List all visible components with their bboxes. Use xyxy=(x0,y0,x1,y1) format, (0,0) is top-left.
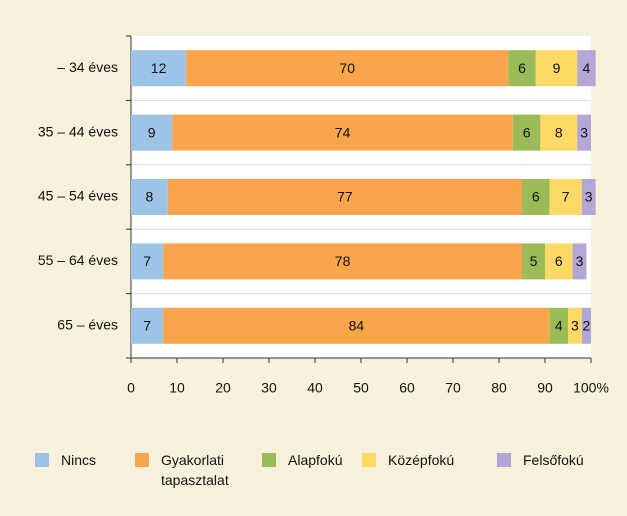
x-tick-label: 30 xyxy=(261,380,277,396)
bar-segment xyxy=(522,243,545,280)
y-tick-label: 45 – 54 éves xyxy=(38,188,118,204)
x-tick-label: 70 xyxy=(445,380,461,396)
bar-segment xyxy=(581,179,596,215)
data-label: 9 xyxy=(553,60,561,76)
bar-segment xyxy=(131,50,187,87)
legend-item: Nincs xyxy=(35,450,141,470)
data-label: 3 xyxy=(576,253,584,269)
y-tick-label: – 34 éves xyxy=(57,59,118,75)
legend-swatch xyxy=(262,453,276,467)
x-tick-label: 20 xyxy=(215,380,231,396)
x-tick-label: 100% xyxy=(573,380,609,396)
bar-segment xyxy=(167,179,523,215)
legend-swatch xyxy=(497,453,511,467)
data-label: 6 xyxy=(523,124,531,140)
x-tick-label: 0 xyxy=(127,380,135,396)
data-label: 8 xyxy=(555,124,563,140)
data-label: 77 xyxy=(337,189,353,205)
bar-segment xyxy=(508,50,536,87)
legend-item: Középfokú xyxy=(362,450,488,470)
x-tick-label: 10 xyxy=(169,380,185,396)
legend-label: Alapfokú xyxy=(288,452,343,468)
data-label: 70 xyxy=(339,60,355,76)
bar-segment xyxy=(522,179,550,215)
data-label: 74 xyxy=(335,124,351,140)
data-label: 7 xyxy=(143,253,151,269)
bar-segment xyxy=(131,307,164,344)
x-tick-label: 50 xyxy=(353,380,369,396)
bar-segment xyxy=(163,243,522,280)
bar-segment xyxy=(131,114,173,151)
legend-item: Alapfokú xyxy=(262,450,368,470)
data-label: 7 xyxy=(562,189,570,205)
legend-item: Gyakorlati tapasztalat xyxy=(135,450,251,490)
x-tick-label: 40 xyxy=(307,380,323,396)
bar-segment xyxy=(172,114,513,151)
bar-segment xyxy=(131,243,164,280)
data-label: 6 xyxy=(532,189,540,205)
legend-label: Gyakorlati tapasztalat xyxy=(161,452,229,488)
data-label: 3 xyxy=(571,318,579,334)
legend-swatch xyxy=(362,453,376,467)
bar-segment xyxy=(568,307,582,344)
bar-segment xyxy=(549,307,568,344)
data-label: 12 xyxy=(151,60,167,76)
data-label: 3 xyxy=(585,189,593,205)
bar-segment xyxy=(581,307,591,344)
data-label: 6 xyxy=(518,60,526,76)
data-label: 4 xyxy=(583,60,591,76)
legend-swatch xyxy=(135,453,149,467)
legend-label: Nincs xyxy=(61,452,97,468)
data-label: 8 xyxy=(146,189,154,205)
x-tick-label: 80 xyxy=(491,380,507,396)
y-tick-label: 35 – 44 éves xyxy=(38,123,118,139)
y-tick-label: 65 – éves xyxy=(57,317,118,333)
legend-label: Középfokú xyxy=(388,452,455,468)
data-label: 4 xyxy=(555,318,563,334)
legend-label: Felsőfokú xyxy=(523,452,584,468)
bar-segment xyxy=(186,50,509,87)
bar-segment xyxy=(577,50,596,87)
data-label: 84 xyxy=(349,318,365,334)
bar-segment xyxy=(131,179,168,215)
data-label: 2 xyxy=(583,318,591,334)
y-tick-label: 55 – 64 éves xyxy=(38,252,118,268)
data-label: 78 xyxy=(335,253,351,269)
data-label: 7 xyxy=(143,318,151,334)
x-tick-label: 90 xyxy=(537,380,553,396)
bar-segment xyxy=(512,114,541,151)
bar-segment xyxy=(535,50,578,87)
bar-segment xyxy=(549,179,582,215)
x-tick-label: 60 xyxy=(399,380,415,396)
plot: 0 10 20 30 40 50 60 70 80 90 100%– 34 éves 12 70 6 9 43… xyxy=(38,35,609,396)
data-label: 5 xyxy=(530,253,538,269)
bar-segment xyxy=(163,307,550,344)
bar-segment xyxy=(577,114,591,151)
data-label: 3 xyxy=(580,124,588,140)
bar-segment xyxy=(545,243,573,280)
bar-segment xyxy=(572,243,587,280)
data-label: 6 xyxy=(555,253,563,269)
data-label: 9 xyxy=(148,124,156,140)
bar-segment xyxy=(540,114,578,151)
legend-item: Felsőfokú xyxy=(497,450,623,470)
legend-swatch xyxy=(35,453,49,467)
